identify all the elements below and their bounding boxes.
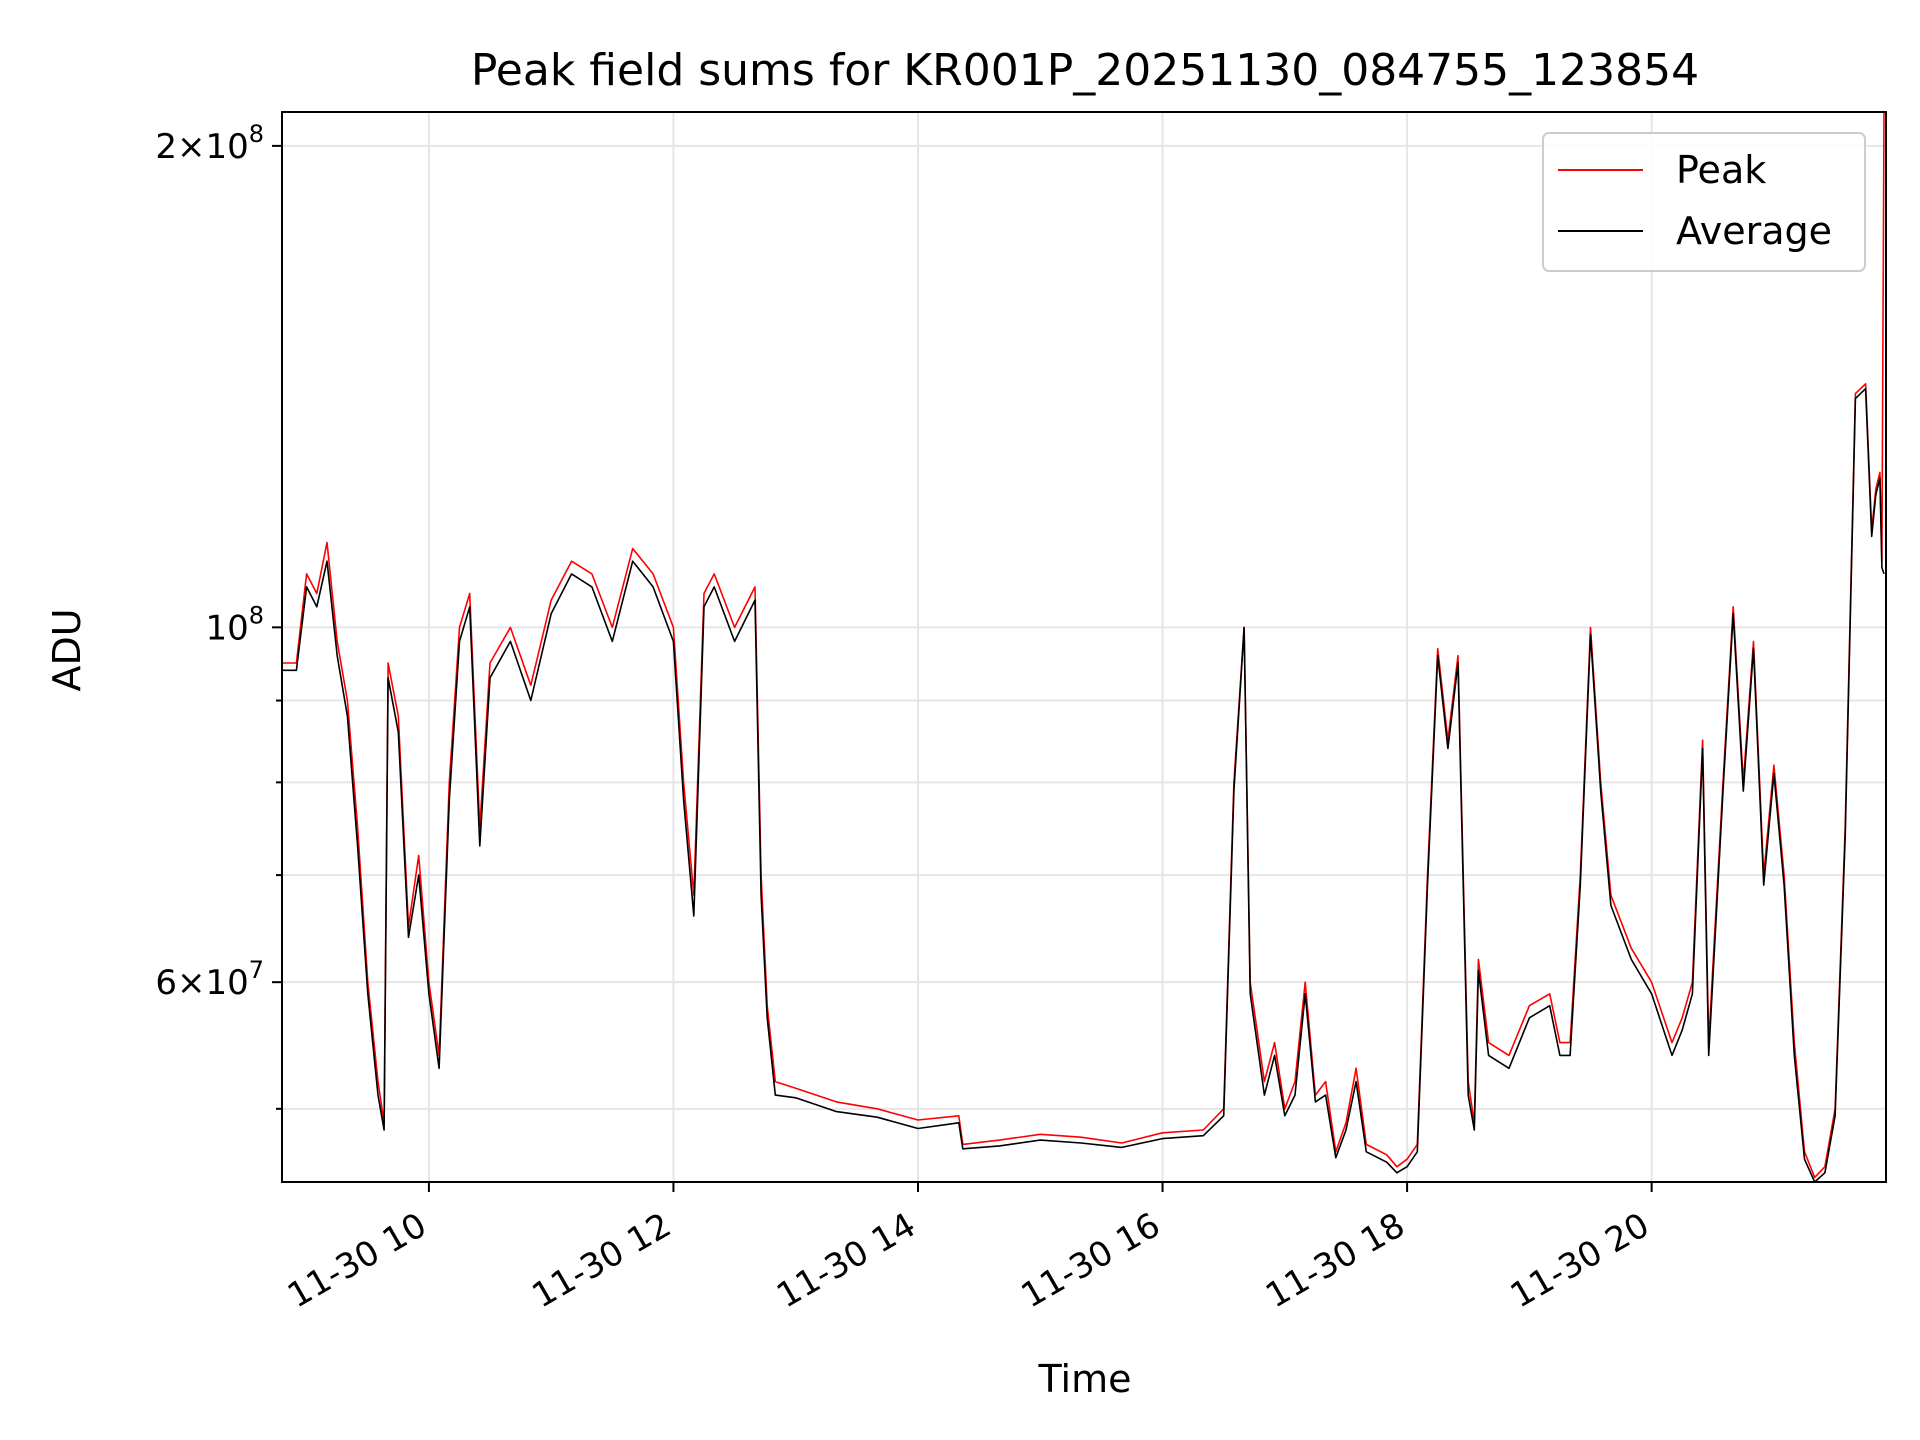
- chart-title: Peak field sums for KR001P_20251130_0847…: [471, 45, 1699, 96]
- y-tick-label: 108: [205, 601, 264, 648]
- y-axis-label: ADU: [45, 608, 89, 691]
- x-axis-label: Time: [1038, 1357, 1132, 1401]
- legend-box: [1542, 132, 1866, 272]
- series-layer: [282, 112, 1885, 1182]
- y-tick-label: 6×107: [155, 956, 264, 1003]
- plot-frame: [281, 111, 1887, 1183]
- y-axis: 6×107 108 2×108: [155, 120, 282, 1110]
- legend-label-average: Average: [1676, 209, 1832, 253]
- legend-label-peak: Peak: [1676, 148, 1766, 192]
- y-tick-label: 2×108: [155, 120, 264, 167]
- legend: Peak Average: [1542, 132, 1866, 272]
- series-line-average: [282, 387, 1885, 1182]
